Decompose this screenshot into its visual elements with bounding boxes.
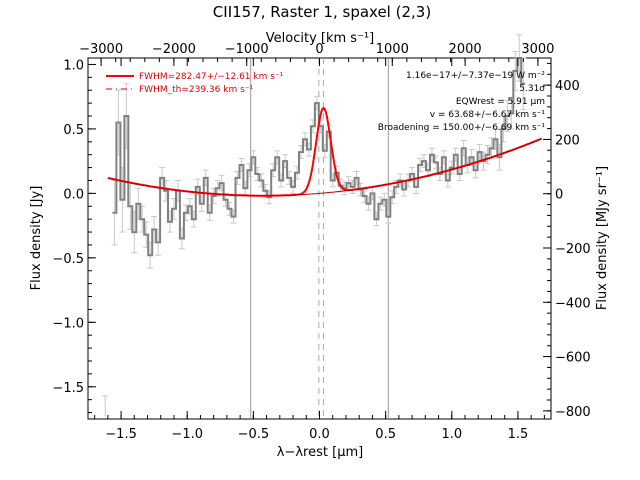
x-tick-label-3: 0.0 [309,427,330,442]
x2-tick-label-6: 3000 [521,42,554,57]
legend: FWHM=282.47+/−12.61 km s⁻¹ FWHM_th=239.3… [106,72,284,95]
x-tick-label-1: −1.0 [171,427,203,442]
x-axis-top: −3000 −2000 −1000 0 1000 2000 3000 [79,42,554,66]
y2-tick-label-0: −800 [555,405,591,420]
x2-tick-label-3: 0 [315,42,323,57]
y-tick-label-5: 1.0 [63,58,84,73]
y-tick-label-0: −1.5 [52,381,84,396]
x2-tick-label-1: −2000 [152,42,196,57]
x-tick-label-0: −1.5 [105,427,137,442]
y-tick-label-4: 0.5 [63,123,84,138]
annotation-eqw: EQWrest = 5.91 μm [456,97,545,107]
y2-axis-title: Flux density [MJy sr⁻¹] [595,166,610,310]
y2-tick-label-4: 0 [555,188,563,203]
series-layer [107,57,543,257]
y-axis-left: −1.5 −1.0 −0.5 0.0 0.5 1.0 [52,58,96,414]
x2-axis-title: Velocity [km s⁻¹] [266,31,374,46]
y2-tick-label-2: −400 [555,296,591,311]
y-tick-label-1: −1.0 [52,316,84,331]
annotation-broadening: Broadening = 150.00+/−6.69 km s⁻¹ [378,123,546,133]
x2-tick-label-4: 1000 [376,42,409,57]
y2-tick-label-1: −600 [555,351,591,366]
chart-title: CII157, Raster 1, spaxel (2,3) [213,3,431,21]
x-tick-label-5: 1.0 [441,427,462,442]
x2-tick-label-5: 2000 [449,42,482,57]
x-tick-label-2: −0.5 [238,427,270,442]
x-tick-label-6: 1.5 [508,427,529,442]
y2-tick-label-3: −200 [555,242,591,257]
y-axis-right: −800 −600 −400 −200 0 200 400 [543,62,591,420]
model-baseline-line [107,138,542,197]
x2-tick-label-2: −1000 [225,42,269,57]
y-axis-title: Flux density [Jy] [29,186,44,291]
x-axis-title: λ−λrest [μm] [277,445,363,460]
legend-label-thermal: FWHM_th=239.36 km s⁻¹ [139,85,254,95]
x2-tick-label-0: −3000 [79,42,123,57]
x-tick-label-4: 0.5 [375,427,396,442]
y-tick-label-3: 0.0 [63,187,84,202]
x-axis-bottom: −1.5 −1.0 −0.5 0.0 0.5 1.0 1.5 [94,58,545,442]
y2-tick-label-6: 400 [555,79,580,94]
annotation-velocity: v = 63.68+/−6.67 km s⁻¹ [430,110,546,120]
legend-label-fit: FWHM=282.47+/−12.61 km s⁻¹ [139,72,284,82]
annotations: 1.16e−17+/−7.37e−19 W m⁻² 5.31σ EQWrest … [378,71,546,133]
y2-tick-label-5: 200 [555,133,580,148]
data-step-line [112,57,526,257]
annotation-snr: 5.31σ [519,84,545,94]
annotation-flux: 1.16e−17+/−7.37e−19 W m⁻² [406,71,545,81]
y-tick-label-2: −0.5 [52,252,84,267]
plot-area [87,34,552,420]
